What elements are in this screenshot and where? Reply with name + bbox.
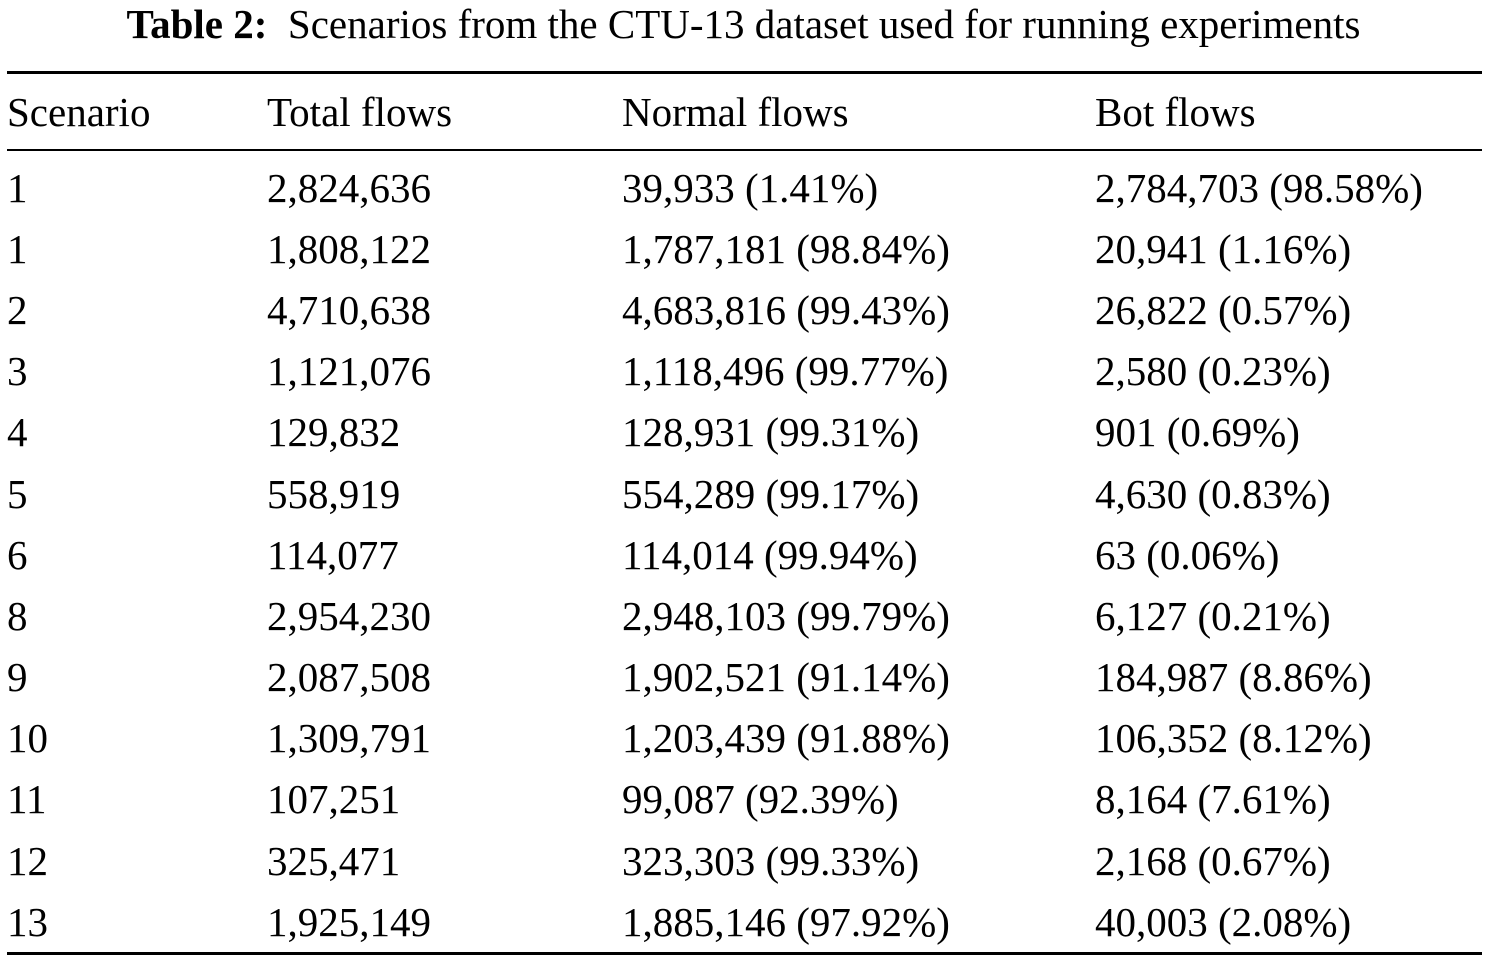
- cell-bot-flows: 6,127 (0.21%): [1095, 592, 1331, 639]
- cell-scenario: 6: [7, 531, 28, 578]
- cell-scenario: 8: [7, 592, 28, 639]
- cell-normal-flows: 1,787,181 (98.84%): [622, 225, 950, 272]
- cell-bot-flows: 901 (0.69%): [1095, 409, 1300, 456]
- cell-normal-flows: 554,289 (99.17%): [622, 470, 920, 517]
- cell-total-flows: 1,808,122: [267, 225, 431, 272]
- cell-bot-flows: 8,164 (7.61%): [1095, 776, 1331, 823]
- cell-normal-flows: 114,014 (99.94%): [622, 531, 918, 578]
- cell-scenario: 12: [7, 837, 48, 884]
- cell-bot-flows: 2,168 (0.67%): [1095, 837, 1331, 884]
- cell-scenario: 10: [7, 715, 48, 762]
- cell-total-flows: 129,832: [267, 409, 401, 456]
- header-row: Scenario Total flows Normal flows Bot fl…: [7, 72, 1482, 150]
- cell-bot-flows: 4,630 (0.83%): [1095, 470, 1331, 517]
- cell-normal-flows: 2,948,103 (99.79%): [622, 592, 950, 639]
- table-caption: Table 2: Scenarios from the CTU-13 datas…: [0, 0, 1487, 48]
- cell-total-flows: 1,121,076: [267, 348, 431, 395]
- table-body: 1 2,824,636 39,933 (1.41%) 2,784,703 (98.58…: [7, 150, 1482, 954]
- cell-normal-flows: 1,885,146 (97.92%): [622, 898, 950, 945]
- cell-scenario: 11: [7, 776, 47, 823]
- header-total-flows: Total flows: [267, 88, 453, 135]
- cell-normal-flows: 4,683,816 (99.43%): [622, 286, 950, 333]
- table-row: 12 325,471 323,303 (99.33%) 2,168 (0.67%): [7, 830, 1482, 891]
- caption-text: Scenarios from the CTU-13 dataset used f…: [287, 1, 1361, 47]
- cell-bot-flows: 63 (0.06%): [1095, 531, 1280, 578]
- cell-scenario: 9: [7, 654, 28, 701]
- table-row: 9 2,087,508 1,902,521 (91.14%) 184,987 (8.8…: [7, 647, 1482, 708]
- cell-normal-flows: 1,118,496 (99.77%): [622, 348, 949, 395]
- table-row: 8 2,954,230 2,948,103 (99.79%) 6,127 (0.21%…: [7, 585, 1482, 646]
- header-scenario: Scenario: [7, 88, 151, 135]
- table-row: 2 4,710,638 4,683,816 (99.43%) 26,822 (0.57…: [7, 279, 1482, 340]
- table-row: 13 1,925,149 1,885,146 (97.92%) 40,003 (2.0…: [7, 891, 1482, 954]
- cell-scenario: 13: [7, 898, 48, 945]
- cell-normal-flows: 1,203,439 (91.88%): [622, 715, 950, 762]
- header-normal-flows: Normal flows: [622, 88, 849, 135]
- cell-total-flows: 1,309,791: [267, 715, 431, 762]
- table-row: 11 107,251 99,087 (92.39%) 8,164 (7.61%): [7, 769, 1482, 830]
- table-row: 6 114,077 114,014 (99.94%) 63 (0.06%): [7, 524, 1482, 585]
- cell-scenario: 3: [7, 348, 28, 395]
- cell-scenario: 1: [7, 225, 28, 272]
- cell-total-flows: 2,824,636: [267, 164, 431, 211]
- cell-bot-flows: 106,352 (8.12%): [1095, 715, 1372, 762]
- cell-bot-flows: 2,580 (0.23%): [1095, 348, 1331, 395]
- scenarios-table: Scenario Total flows Normal flows Bot fl…: [7, 71, 1482, 955]
- table-row: 5 558,919 554,289 (99.17%) 4,630 (0.83%): [7, 463, 1482, 524]
- cell-total-flows: 107,251: [267, 776, 401, 823]
- cell-normal-flows: 128,931 (99.31%): [622, 409, 920, 456]
- cell-scenario: 5: [7, 470, 28, 517]
- cell-scenario: 1: [7, 164, 28, 211]
- cell-bot-flows: 40,003 (2.08%): [1095, 898, 1352, 945]
- caption-label: Table 2:: [126, 1, 268, 47]
- header-bot-flows: Bot flows: [1095, 88, 1256, 135]
- table-row: 4 129,832 128,931 (99.31%) 901 (0.69%): [7, 402, 1482, 463]
- table-container: Scenario Total flows Normal flows Bot fl…: [7, 71, 1482, 955]
- cell-scenario: 2: [7, 286, 28, 333]
- cell-total-flows: 114,077: [267, 531, 399, 578]
- table-header: Scenario Total flows Normal flows Bot fl…: [7, 72, 1482, 150]
- cell-total-flows: 558,919: [267, 470, 401, 517]
- cell-normal-flows: 39,933 (1.41%): [622, 164, 879, 211]
- cell-total-flows: 1,925,149: [267, 898, 431, 945]
- cell-normal-flows: 99,087 (92.39%): [622, 776, 899, 823]
- table-row: 1 2,824,636 39,933 (1.41%) 2,784,703 (98.58…: [7, 150, 1482, 218]
- cell-total-flows: 2,954,230: [267, 592, 431, 639]
- table-row: 10 1,309,791 1,203,439 (91.88%) 106,352 (8.…: [7, 708, 1482, 769]
- table-row: 3 1,121,076 1,118,496 (99.77%) 2,580 (0.23%…: [7, 341, 1482, 402]
- cell-bot-flows: 184,987 (8.86%): [1095, 654, 1372, 701]
- cell-total-flows: 2,087,508: [267, 654, 431, 701]
- cell-bot-flows: 2,784,703 (98.58%): [1095, 164, 1423, 211]
- cell-normal-flows: 323,303 (99.33%): [622, 837, 920, 884]
- cell-total-flows: 325,471: [267, 837, 401, 884]
- cell-bot-flows: 20,941 (1.16%): [1095, 225, 1352, 272]
- cell-normal-flows: 1,902,521 (91.14%): [622, 654, 950, 701]
- cell-scenario: 4: [7, 409, 28, 456]
- table-row: 1 1,808,122 1,787,181 (98.84%) 20,941 (1.16…: [7, 218, 1482, 279]
- cell-total-flows: 4,710,638: [267, 286, 431, 333]
- cell-bot-flows: 26,822 (0.57%): [1095, 286, 1352, 333]
